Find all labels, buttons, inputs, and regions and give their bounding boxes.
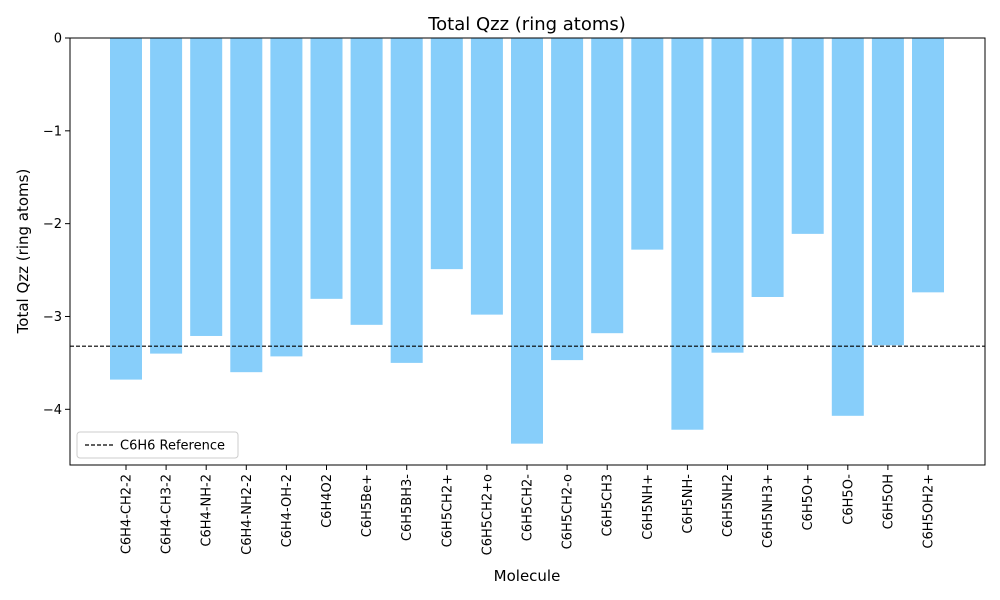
bar-0 [110,38,142,380]
x-tick-label-16: C6H5NH3+ [761,474,776,548]
x-tick-label-11: C6H5CH2-o [561,474,576,549]
bar-1 [150,38,183,354]
bar-8 [430,38,463,270]
x-tick-label-9: C6H5CH2+o [480,474,495,555]
bar-3 [230,38,263,373]
x-tick-label-12: C6H5CH3 [601,474,616,537]
x-tick-label-2: C6H4-NH-2 [200,474,215,547]
bar-4 [270,38,303,357]
x-tick-label-18: C6H5O- [841,474,856,525]
bar-18 [831,38,864,416]
x-tick-label-8: C6H5CH2+ [440,474,455,547]
bar-7 [390,38,423,363]
bar-19 [871,38,904,346]
bars-group [110,38,944,444]
bar-15 [711,38,744,353]
y-tick-label-2: −2 [43,217,62,232]
x-tick-label-7: C6H5BH3- [400,474,415,541]
x-tick-label-15: C6H5NH2 [721,474,736,537]
bar-16 [751,38,784,297]
x-axis: C6H4-CH2-2 C6H4-CH3-2 C6H4-NH-2 C6H4-NH2-2 C… [120,465,937,555]
bar-6 [350,38,383,325]
x-tick-label-19: C6H5OH [881,474,896,529]
bar-10 [511,38,543,444]
x-tick-label-13: C6H5NH+ [641,474,656,540]
x-tick-label-1: C6H4-CH3-2 [160,474,175,554]
y-axis: 0 −1 −2 −3 −4 [43,32,70,418]
y-tick-label-0: 0 [54,32,62,47]
bar-17 [791,38,824,234]
x-tick-label-5: C6H4O2 [320,474,335,528]
bar-9 [470,38,503,315]
bar-13 [631,38,664,250]
y-axis-label: Total Qzz (ring atoms) [14,169,32,335]
legend: C6H6 Reference [76,431,239,459]
x-tick-label-10: C6H5CH2- [521,474,536,542]
y-tick-label-1: −1 [43,124,62,139]
bar-20 [912,38,944,293]
bar-14 [671,38,704,430]
x-tick-label-3: C6H4-NH2-2 [240,474,255,555]
bar-11 [551,38,584,361]
x-tick-label-14: C6H5NH- [681,474,696,534]
chart-title: Total Qzz (ring atoms) [427,14,626,35]
x-tick-label-0: C6H4-CH2-2 [120,474,135,554]
bar-5 [310,38,343,299]
x-axis-label: Molecule [494,567,561,585]
x-tick-label-17: C6H5O+ [801,474,816,531]
x-tick-label-4: C6H4-OH-2 [280,474,295,547]
x-tick-label-20: C6H5OH2+ [922,474,937,549]
legend-label: C6H6 Reference [120,439,225,454]
bar-2 [190,38,223,336]
y-tick-label-3: −3 [43,310,62,325]
x-tick-label-6: C6H5Be+ [360,474,375,537]
legend-box [76,431,239,459]
y-tick-label-4: −4 [43,403,62,418]
bar-12 [591,38,624,334]
